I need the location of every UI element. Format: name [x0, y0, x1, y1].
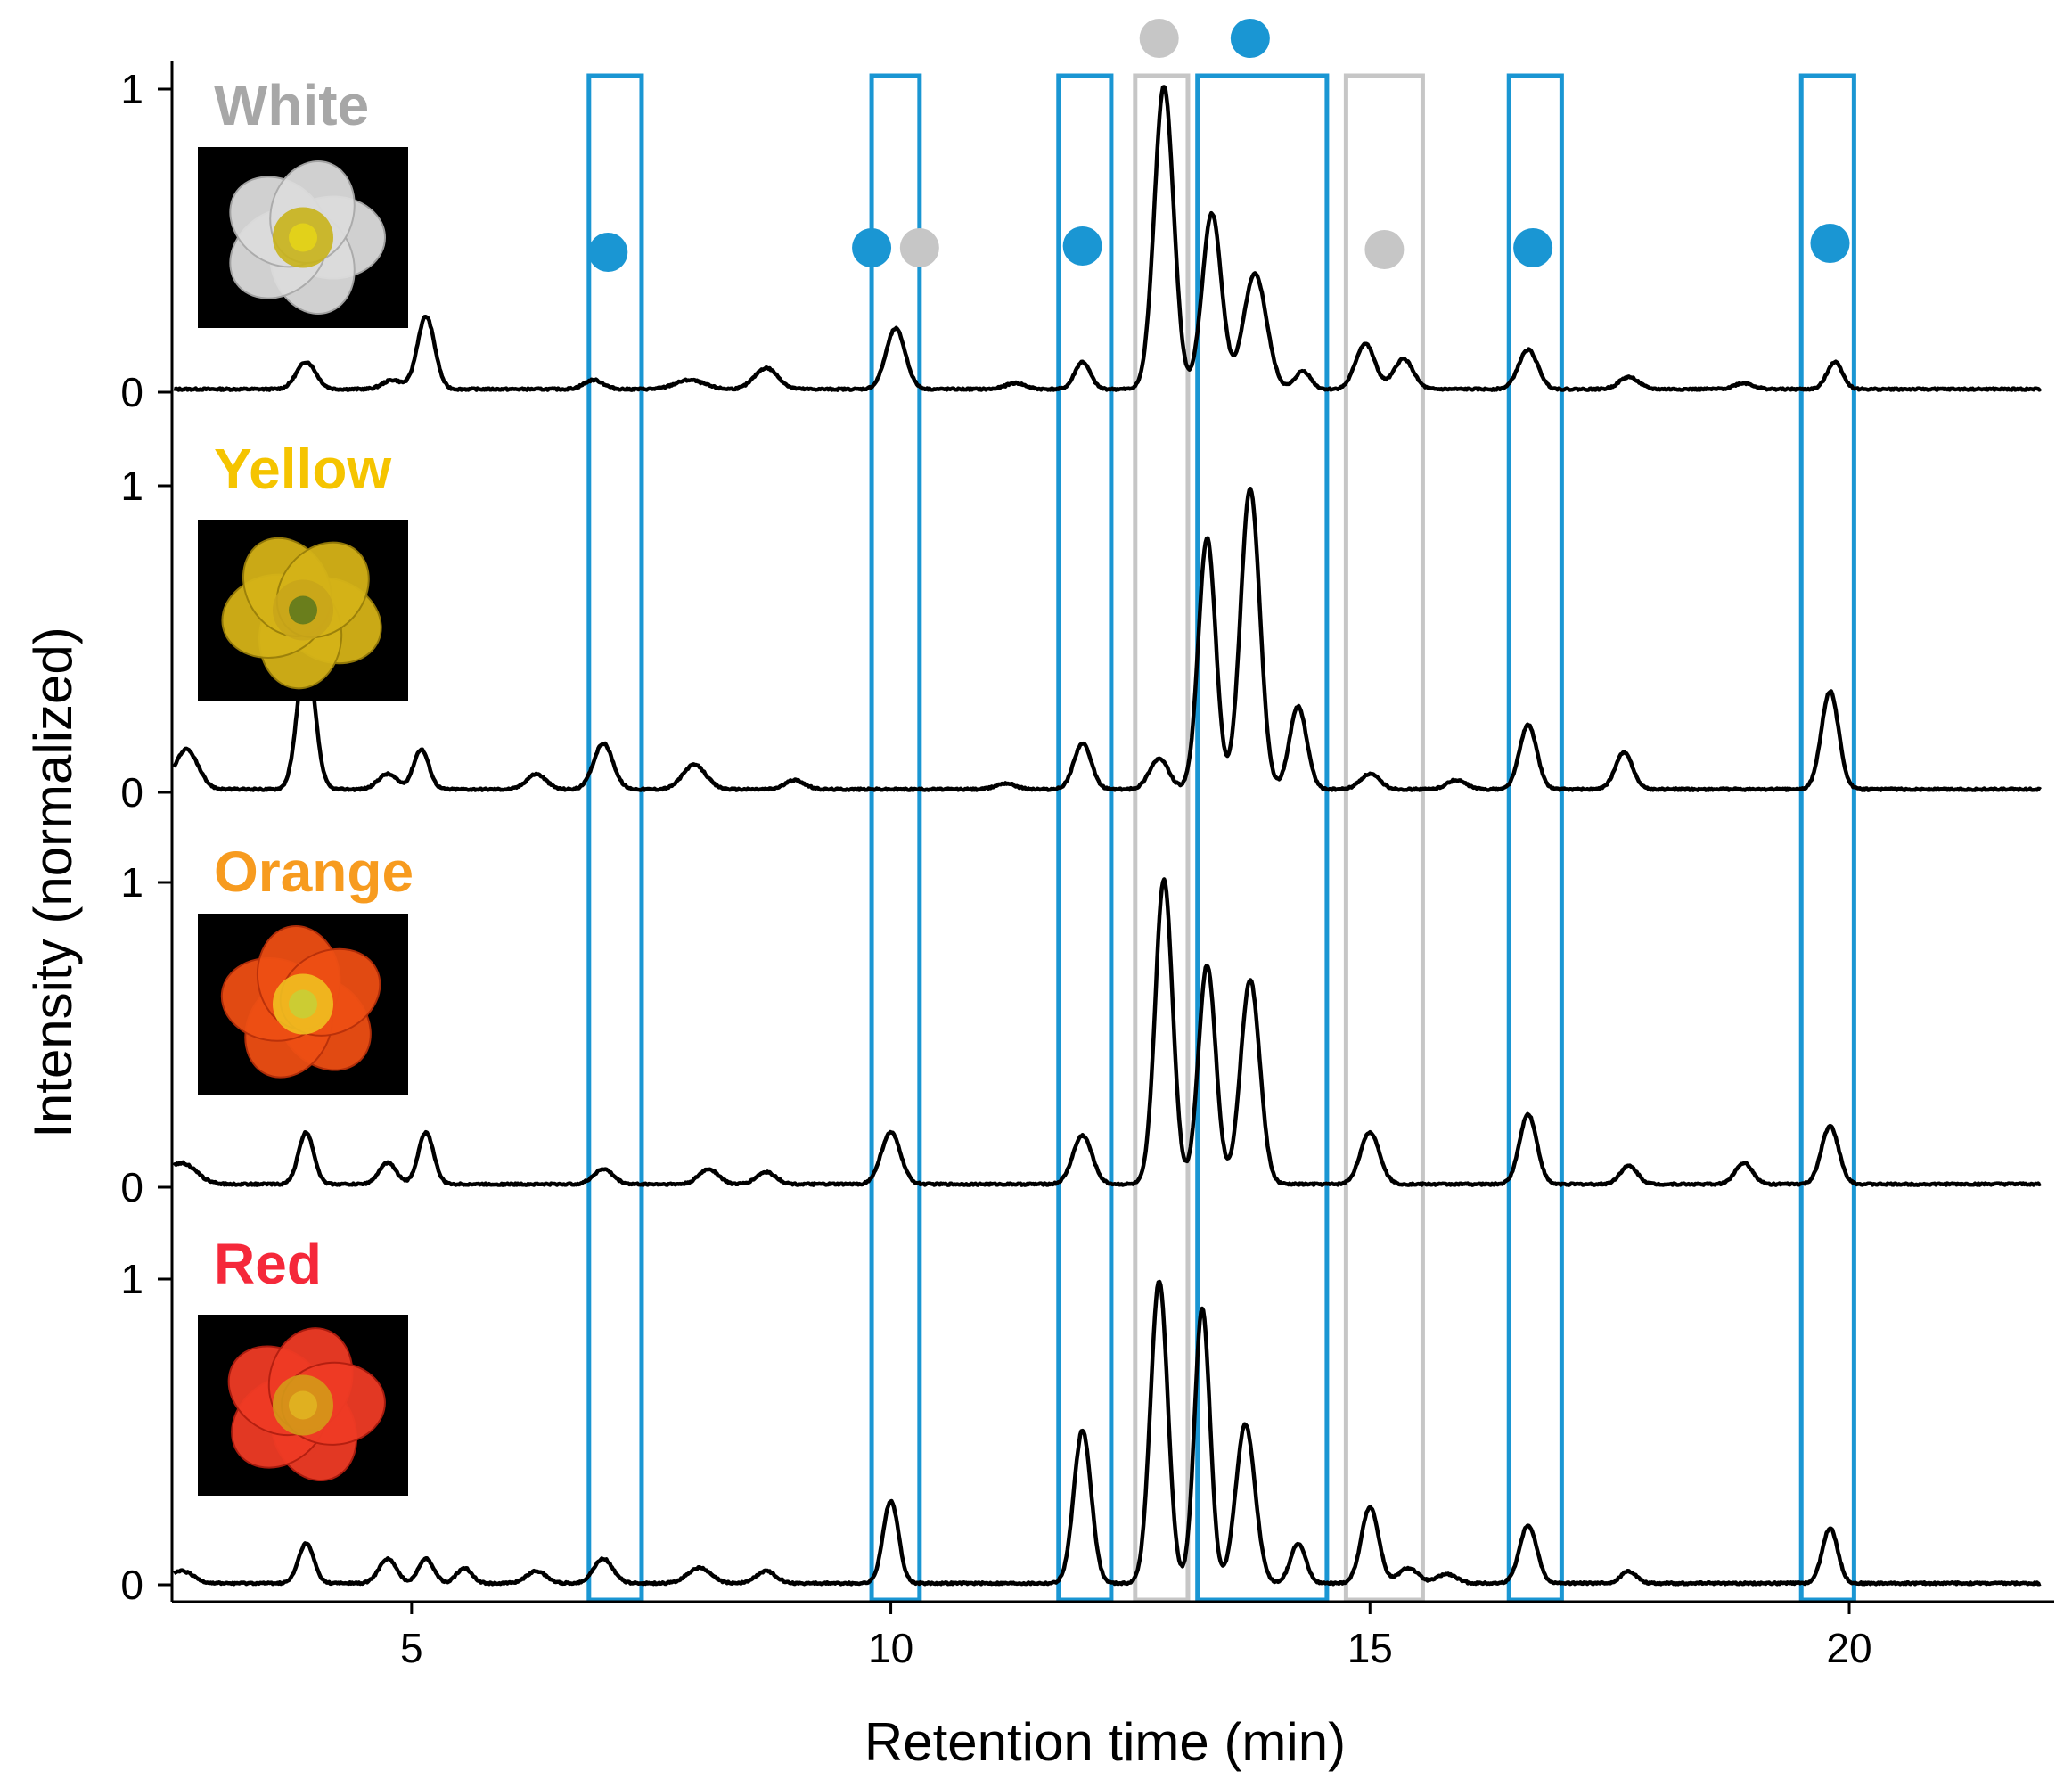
peak-marker-blue-8 [1513, 228, 1553, 267]
y-tick-label-white-0: 0 [120, 369, 143, 415]
sample-label-orange: Orange [214, 840, 414, 904]
y-tick-label-orange-1: 1 [120, 859, 143, 906]
highlight-region-blue-7 [1506, 73, 1564, 1603]
highlight-regions [586, 73, 1856, 1603]
highlight-region-blue-1 [586, 73, 644, 1603]
peak-marker-blue-2 [852, 228, 892, 267]
x-tick-label-5: 5 [400, 1625, 423, 1671]
chromatogram-traces [172, 85, 2043, 1587]
axes [170, 61, 2054, 1603]
highlight-region-grey-6 [1343, 73, 1425, 1603]
peak-marker-blue-6 [1230, 19, 1270, 58]
sample-label-red: Red [214, 1232, 322, 1296]
sample-label-white: White [214, 73, 369, 137]
sample-labels: White Yellow Orange Red [214, 73, 414, 1296]
x-tick-label-15: 15 [1347, 1625, 1393, 1671]
flower-photo-orange [198, 914, 408, 1095]
highlight-region-grey-4 [1133, 73, 1191, 1603]
x-tick-label-10: 10 [868, 1625, 913, 1671]
flower-photos [198, 147, 408, 1496]
y-tick-label-yellow-1: 1 [120, 463, 143, 509]
highlight-region-blue-3 [1056, 73, 1114, 1603]
y-tick-label-red-0: 0 [120, 1562, 143, 1608]
y-tick-label-orange-0: 0 [120, 1164, 143, 1210]
peak-marker-blue-9 [1810, 224, 1850, 263]
flower-photo-white [198, 147, 408, 328]
trace-white [173, 85, 2043, 392]
peak-marker-blue-4 [1062, 226, 1102, 266]
highlight-region-blue-8 [1798, 73, 1856, 1603]
sample-label-yellow: Yellow [214, 437, 391, 501]
peak-marker-grey-5 [1139, 19, 1179, 58]
y-axis-title: Intensity (normalized) [23, 627, 83, 1138]
peak-markers [588, 19, 1850, 272]
flower-photo-yellow [198, 520, 408, 701]
peak-marker-grey-7 [1364, 230, 1405, 269]
trace-yellow [172, 487, 2042, 792]
trace-red [172, 1279, 2042, 1587]
highlight-region-blue-2 [869, 73, 922, 1603]
y-tick-label-red-1: 1 [120, 1256, 143, 1302]
trace-orange [172, 877, 2042, 1187]
peak-marker-blue-1 [588, 233, 628, 272]
peak-marker-grey-3 [899, 228, 939, 267]
y-tick-label-white-1: 1 [120, 66, 143, 112]
y-tick-label-yellow-0: 0 [120, 769, 143, 816]
highlight-region-blue-5 [1195, 73, 1330, 1603]
flower-photo-red [198, 1315, 408, 1496]
x-tick-label-20: 20 [1826, 1625, 1871, 1671]
x-axis-title: Retention time (min) [864, 1712, 1346, 1772]
